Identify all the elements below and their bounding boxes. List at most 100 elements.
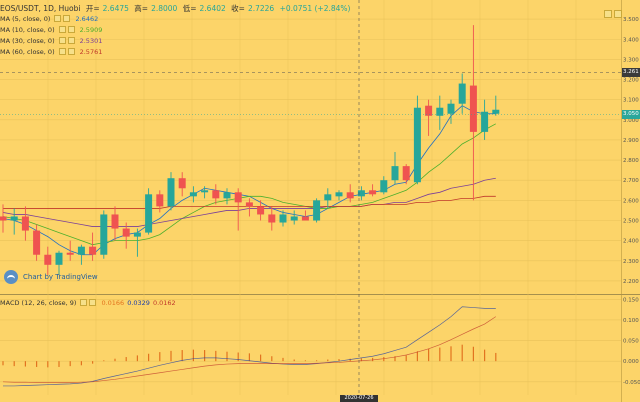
settings-icon[interactable] [67,37,75,44]
macd-y-tick-label: 0.000 [623,359,639,365]
eye-icon[interactable] [58,48,66,55]
maximize-icon[interactable] [614,10,622,18]
y-tick-label: 2.900 [623,138,639,144]
eye-icon[interactable] [80,299,88,306]
candle-body [279,214,287,223]
macd-y-tick-label: -0.050 [623,380,640,386]
candle-body [469,85,477,132]
candle-body [33,230,41,255]
eye-icon[interactable] [58,37,66,44]
macd-label: MACD (12, 26, close, 9) [0,298,77,307]
macd-line-value: 0.0329 [127,298,150,307]
candle-body [481,111,489,132]
indicator-value: 2.5909 [79,25,103,34]
y-tick-label: 2.300 [623,259,639,265]
candle-body [167,178,175,207]
macd-y-tick-label: 0.150 [623,297,639,303]
candle-body [324,194,332,201]
eye-icon[interactable] [54,15,62,22]
candle-body [66,252,74,255]
high-value: 2.8000 [151,4,178,13]
y-tick-label: 2.700 [623,178,639,184]
y-tick-label: 3.300 [623,57,639,63]
candle-body [89,246,97,255]
y-tick-label: 3.000 [623,118,639,124]
indicator-ma10[interactable]: MA (10, close, 0) 2.5909 [0,24,102,35]
macd-y-tick-label: 0.100 [623,318,639,324]
y-tick-label: 2.200 [623,279,639,285]
indicator-value: 2.5301 [79,36,103,45]
y-tick-label: 3.400 [623,37,639,43]
open-label: 开= [85,4,100,13]
candle-body [425,105,433,116]
high-label: 高= [134,4,149,13]
candle-body [44,254,52,265]
candle-body [122,228,130,237]
last-price-tag: 3.050 [622,110,640,119]
indicator-value: 2.5761 [79,47,103,56]
candle-body [357,190,365,197]
y-tick-label: 3.500 [623,17,639,23]
scale-settings-icon[interactable] [604,10,612,18]
crosshair-price-tag: 3.261 [622,68,640,77]
change-value: +0.0751 (+2.84%) [279,4,351,13]
candle-body [21,216,29,231]
candle-body [201,190,209,193]
tradingview-badge[interactable]: Chart by TradingView [4,270,98,284]
candle-body [492,109,500,114]
close-label: 收= [231,4,245,13]
candle-body [189,192,197,197]
indicator-label: MA (60, close, 0) [0,47,55,56]
y-tick-label: 3.200 [623,78,639,84]
candle-body [458,83,466,104]
candle-body [380,180,388,193]
close-value: 2.7226 [247,4,275,13]
settings-icon[interactable] [63,15,71,22]
indicator-value: 2.6462 [75,14,99,23]
macd-signal-value: 0.0162 [152,298,176,307]
candle-body [313,200,321,221]
candle-body [335,192,343,197]
indicator-ma5[interactable]: MA (5, close, 0) 2.6462 [0,13,98,24]
candle-body [402,166,410,181]
candle-body [413,107,421,183]
candle-body [301,216,309,221]
settings-icon[interactable] [67,26,75,33]
indicator-ma30[interactable]: MA (30, close, 0) 2.5301 [0,35,102,46]
tradingview-logo-icon [4,270,18,284]
eye-icon[interactable] [58,26,66,33]
candle-body [245,202,253,207]
candle-body [234,192,242,203]
macd-legend[interactable]: MACD (12, 26, close, 9) 0.0166 0.0329 0.… [0,297,176,308]
y-tick-label: 2.500 [623,219,639,225]
candle-body [391,166,399,181]
indicator-ma60[interactable]: MA (60, close, 0) 2.5761 [0,46,102,57]
indicator-label: MA (10, close, 0) [0,25,55,34]
candle-body [133,232,141,237]
candle-body [257,206,265,215]
candle-body [436,107,444,116]
candle-body [268,214,276,223]
symbol-header: EOS/USDT, 1D, Huobi 开= 2.6475 高= 2.8000 低=… [0,3,353,14]
macd-histogram-value: 0.0166 [101,298,125,307]
candle-body [346,192,354,199]
candle-body [0,216,7,221]
candle-body [10,216,18,221]
candle-body [369,190,377,195]
crosshair-date-tag: 2020-07-26 [340,395,378,402]
candle-body [223,192,231,199]
candle-body [447,103,455,114]
indicator-label: MA (5, close, 0) [0,14,51,23]
low-label: 低= [182,4,197,13]
candle-body [290,216,298,221]
y-tick-label: 2.400 [623,239,639,245]
candle-body [100,214,108,255]
settings-icon[interactable] [67,48,75,55]
y-tick-label: 2.600 [623,198,639,204]
candle-body [77,246,85,255]
symbol-title: EOS/USDT, 1D, Huobi [0,4,81,13]
candle-body [145,194,153,233]
settings-icon[interactable] [89,299,97,306]
